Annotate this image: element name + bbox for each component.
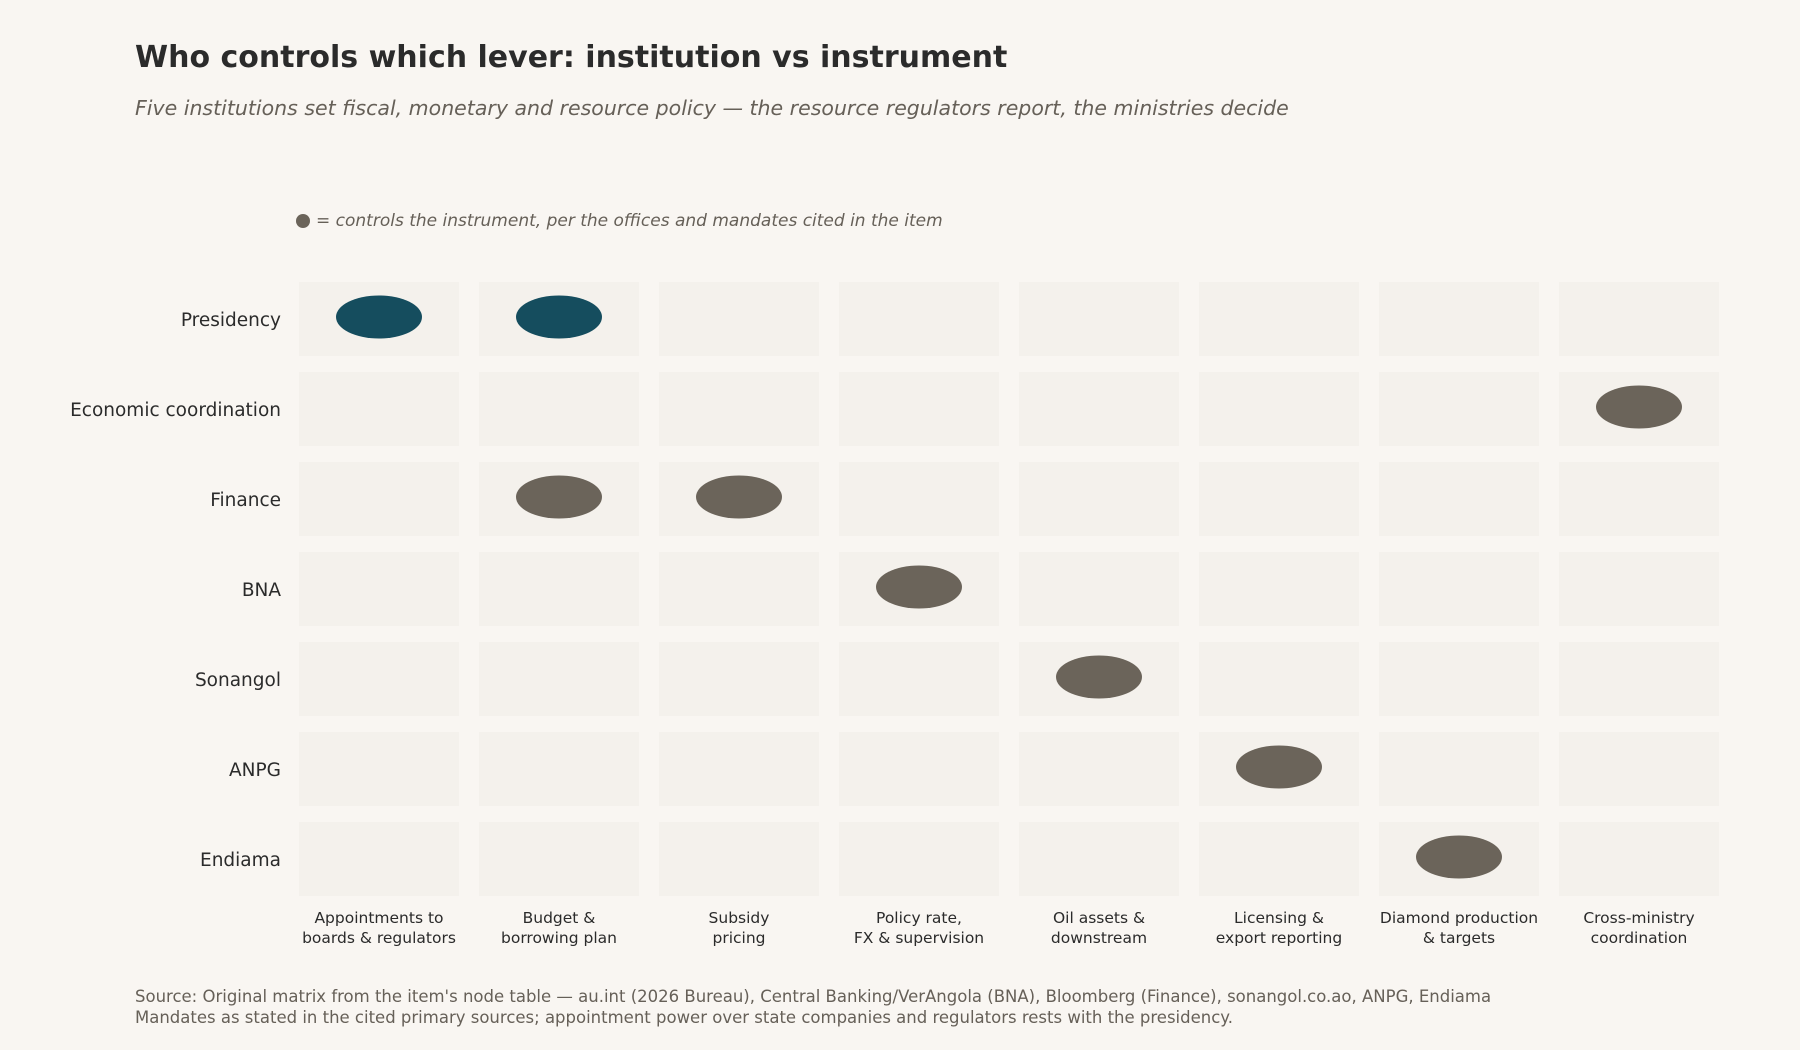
matrix-cell — [839, 642, 999, 716]
matrix-cell — [1559, 552, 1719, 626]
matrix-cell — [1199, 372, 1359, 446]
matrix-cell — [1199, 552, 1359, 626]
row-label: Sonangol — [195, 670, 281, 691]
matrix-cell — [479, 732, 639, 806]
legend-dot-icon — [296, 214, 310, 228]
matrix-cell — [299, 642, 459, 716]
matrix-cell — [1379, 372, 1539, 446]
control-dot — [1596, 385, 1682, 429]
legend: = controls the instrument, per the offic… — [296, 211, 943, 231]
matrix-cell — [1199, 462, 1359, 536]
matrix-cell — [1379, 282, 1539, 356]
matrix-cell — [1019, 552, 1179, 626]
matrix-cell — [1199, 282, 1359, 356]
column-label: Appointments to — [314, 909, 443, 927]
chart-title: Who controls which lever: institution vs… — [135, 40, 1008, 75]
control-dot — [516, 295, 602, 339]
matrix-cell — [659, 282, 819, 356]
column-label: Licensing & — [1234, 909, 1324, 927]
source-line-2: Mandates as stated in the cited primary … — [135, 1008, 1233, 1027]
row-label: Economic coordination — [70, 400, 281, 421]
matrix-cell — [479, 642, 639, 716]
column-label: downstream — [1051, 929, 1147, 947]
column-label: coordination — [1591, 929, 1688, 947]
matrix-cell — [1019, 822, 1179, 896]
control-dot — [1236, 745, 1322, 789]
column-label: & targets — [1423, 929, 1495, 947]
column-label: Diamond production — [1380, 909, 1538, 927]
column-label: Budget & — [523, 909, 596, 927]
column-label: boards & regulators — [302, 929, 456, 947]
column-label: Cross-ministry — [1583, 909, 1694, 927]
row-label: Presidency — [181, 310, 281, 331]
row-label: Finance — [210, 490, 281, 511]
matrix-cell — [1019, 732, 1179, 806]
matrix-cell — [1019, 372, 1179, 446]
matrix-cell — [299, 552, 459, 626]
row-label: BNA — [242, 580, 282, 601]
matrix-cell — [1019, 462, 1179, 536]
column-label: borrowing plan — [501, 929, 617, 947]
matrix-cell — [299, 732, 459, 806]
column-label: export reporting — [1216, 929, 1342, 947]
matrix-cell — [839, 822, 999, 896]
matrix-cell — [839, 372, 999, 446]
matrix-cell — [299, 372, 459, 446]
source-note: Source: Original matrix from the item's … — [135, 986, 1491, 1028]
control-dot — [1056, 655, 1142, 699]
matrix-cell — [479, 372, 639, 446]
matrix-cell — [839, 732, 999, 806]
matrix-cell — [1559, 282, 1719, 356]
matrix-cell — [479, 552, 639, 626]
matrix-cell — [659, 642, 819, 716]
column-label: FX & supervision — [854, 929, 984, 947]
column-label: Subsidy — [709, 909, 770, 927]
control-dot — [336, 295, 422, 339]
control-dot — [876, 565, 962, 609]
matrix-cell — [1379, 732, 1539, 806]
matrix-cell — [839, 462, 999, 536]
column-label: pricing — [712, 929, 765, 947]
row-label: Endiama — [200, 850, 281, 871]
matrix-cell — [1379, 552, 1539, 626]
matrix-cell — [1199, 642, 1359, 716]
matrix-cell — [1379, 642, 1539, 716]
matrix-cell — [299, 822, 459, 896]
column-label: Policy rate, — [876, 909, 962, 927]
matrix-cell — [1559, 822, 1719, 896]
control-dot — [516, 475, 602, 519]
source-line-1: Source: Original matrix from the item's … — [135, 987, 1492, 1006]
matrix-cell — [1559, 462, 1719, 536]
matrix-cell — [659, 372, 819, 446]
legend-text: = controls the instrument, per the offic… — [316, 211, 943, 231]
matrix-cell — [1559, 732, 1719, 806]
matrix-cell — [659, 552, 819, 626]
column-label: Oil assets & — [1053, 909, 1145, 927]
matrix-cell — [1199, 822, 1359, 896]
matrix-cell — [659, 732, 819, 806]
matrix-cell — [479, 822, 639, 896]
row-label: ANPG — [229, 760, 281, 781]
matrix-cell — [1019, 282, 1179, 356]
matrix-cell — [299, 462, 459, 536]
matrix-cell — [659, 822, 819, 896]
control-dot — [1416, 835, 1502, 879]
chart-subtitle: Five institutions set fiscal, monetary a… — [135, 96, 1289, 120]
matrix-cell — [1559, 642, 1719, 716]
matrix-cell — [839, 282, 999, 356]
control-dot — [696, 475, 782, 519]
matrix-cell — [1379, 462, 1539, 536]
